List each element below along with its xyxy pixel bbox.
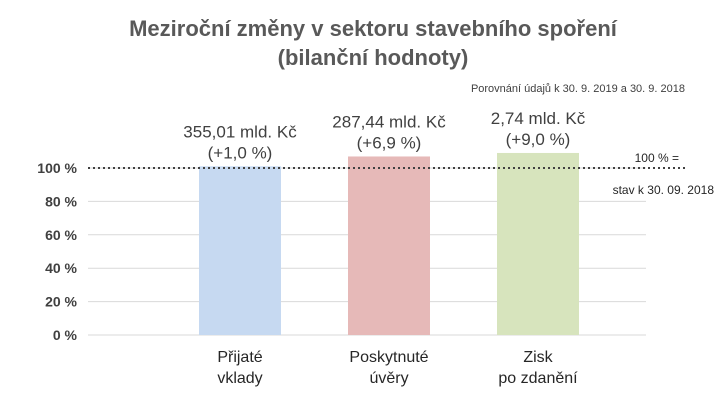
x-axis-categories: Přijaté vklady Poskytnuté úvěry Zisk po zdaně… — [217, 349, 578, 387]
y-tick-label: 80 % — [45, 193, 77, 209]
reference-label-line2: stav k 30. 09. 2018 — [613, 183, 715, 197]
bar-amount-label: 2,74 mld. Kč — [491, 109, 586, 128]
chart-title-line1: Meziroční změny v sektoru stavebního spo… — [129, 16, 618, 41]
bar — [348, 156, 430, 335]
chart-subtitle: Porovnání údajů k 30. 9. 2019 a 30. 9. 2… — [471, 83, 685, 95]
y-tick-label: 40 % — [45, 260, 77, 276]
y-tick-label: 0 % — [53, 327, 78, 343]
category-label: úvěry — [369, 370, 408, 387]
reference-label-line1: 100 % = — [635, 151, 679, 165]
y-tick-label: 20 % — [45, 294, 77, 310]
y-tick-label: 100 % — [37, 160, 77, 176]
category-label: Zisk — [523, 349, 553, 366]
y-tick-label: 60 % — [45, 227, 77, 243]
y-axis-ticks: 0 % 20 % 40 % 60 % 80 % 100 % — [37, 160, 77, 343]
data-labels: 355,01 mld. Kč (+1,0 %) 287,44 mld. Kč (+6,… — [183, 109, 585, 162]
bar-change-label: (+6,9 %) — [357, 133, 422, 152]
bars — [199, 152, 579, 335]
category-label: Poskytnuté — [349, 349, 428, 366]
bar — [497, 152, 579, 335]
category-label: po zdanění — [498, 370, 578, 387]
chart-title-line2: (bilanční hodnoty) — [278, 45, 469, 70]
bar-amount-label: 355,01 mld. Kč — [183, 122, 297, 141]
reference-line-group: 100 % = stav k 30. 09. 2018 — [88, 151, 714, 197]
bar-amount-label: 287,44 mld. Kč — [332, 112, 446, 131]
category-label: vklady — [217, 370, 262, 387]
category-label: Přijaté — [217, 349, 262, 366]
bar-change-label: (+9,0 %) — [506, 130, 571, 149]
bar-change-label: (+1,0 %) — [208, 143, 273, 162]
bar — [199, 166, 281, 335]
